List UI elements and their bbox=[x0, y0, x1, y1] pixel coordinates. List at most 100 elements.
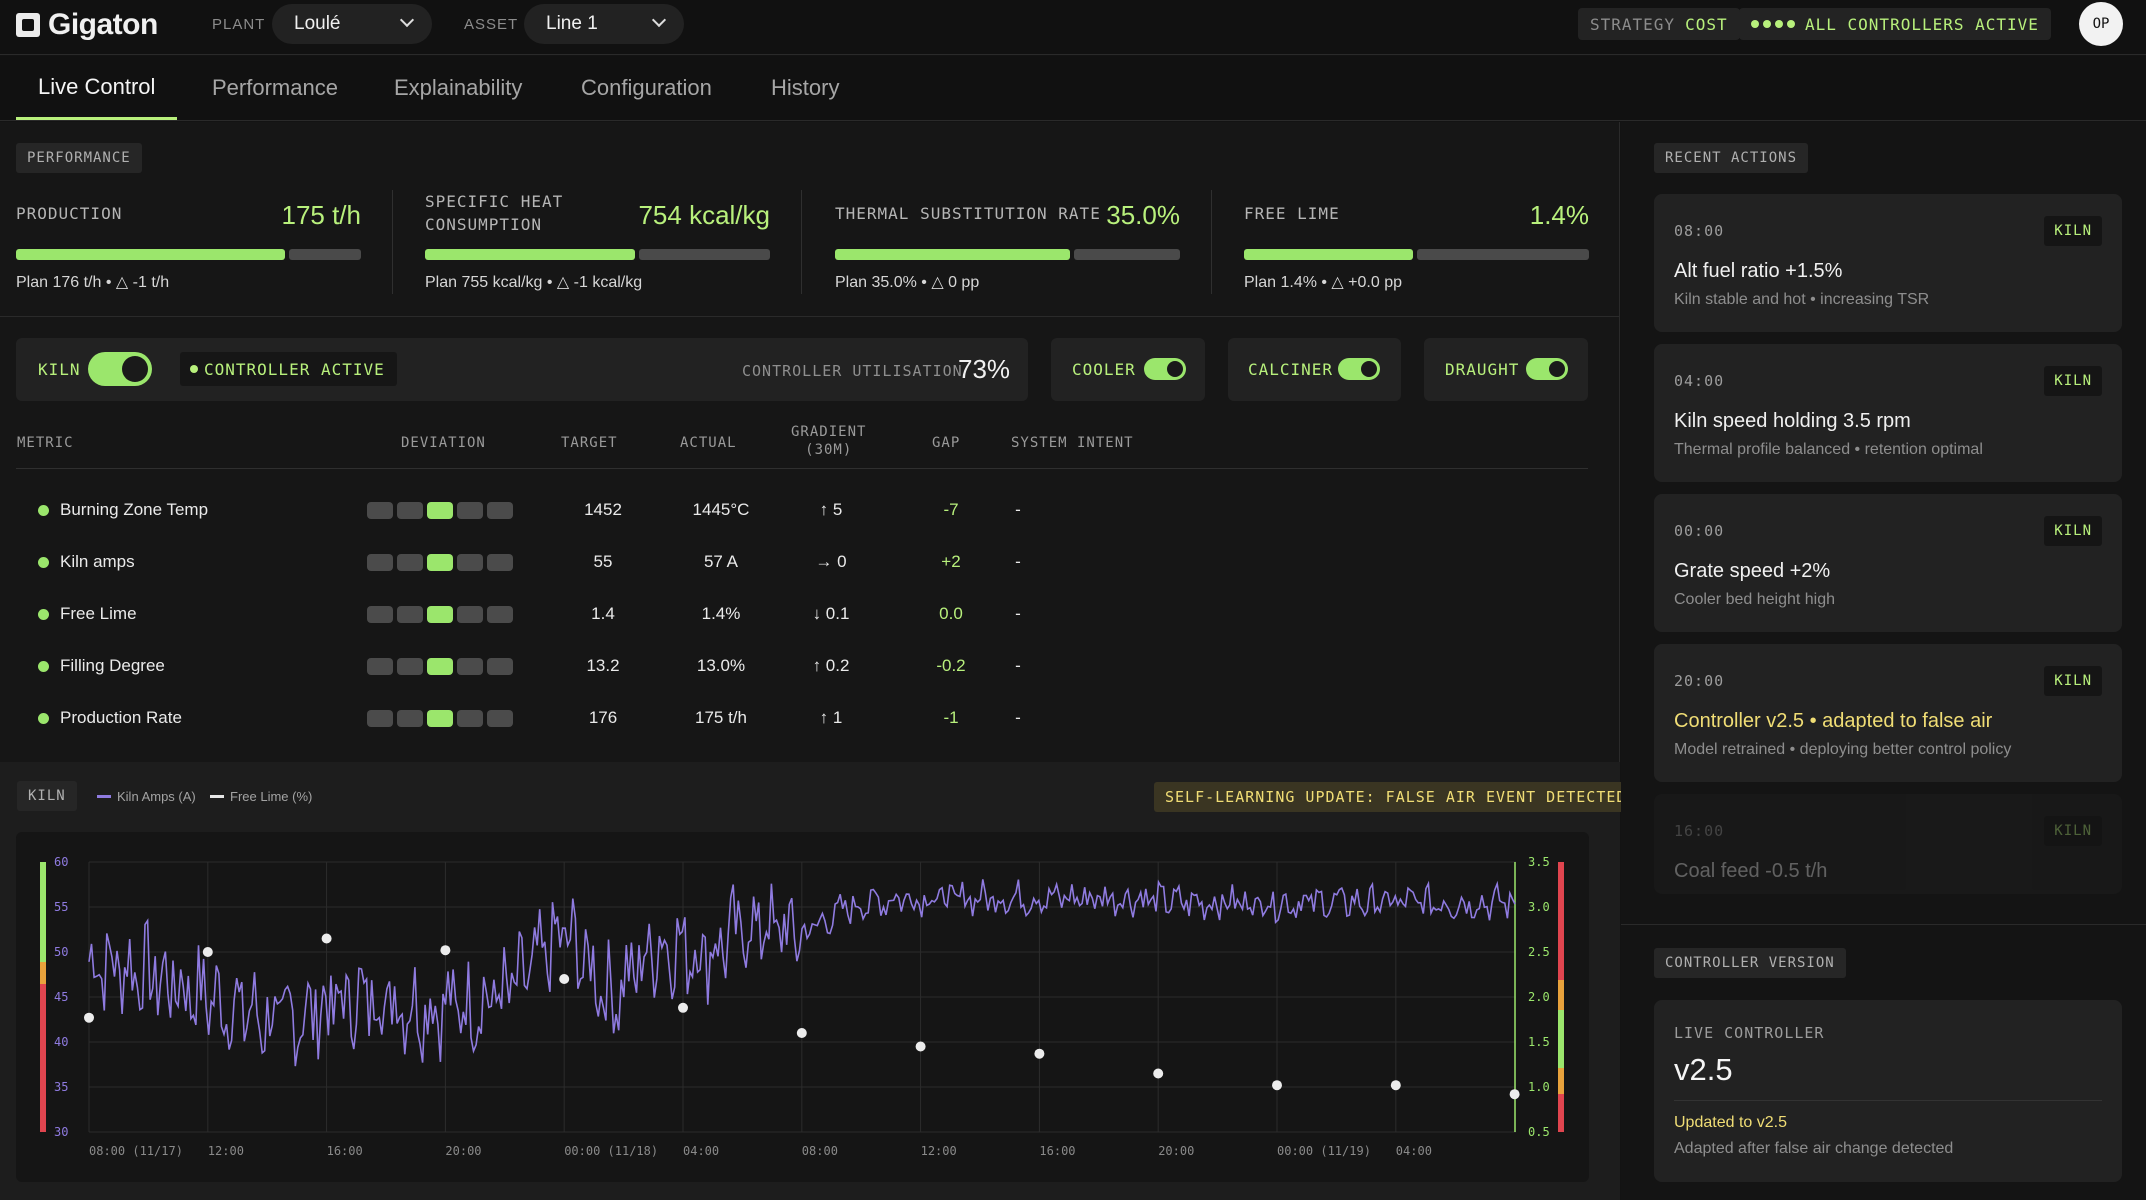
kiln-toggle[interactable] bbox=[88, 352, 152, 386]
x-tick-label: 00:00 (11/18) bbox=[564, 1144, 658, 1158]
draught-controller: DRAUGHT bbox=[1424, 338, 1588, 401]
kpi-progress-bar bbox=[16, 249, 361, 260]
y-tick-label-left: 50 bbox=[54, 945, 68, 959]
y-tick-label-left: 40 bbox=[54, 1035, 68, 1049]
x-tick-label: 12:00 bbox=[921, 1144, 957, 1158]
free-lime-point bbox=[1509, 1089, 1520, 1100]
status-dot-icon bbox=[38, 661, 49, 672]
kiln-amps-series bbox=[88, 879, 1516, 1067]
draught-toggle[interactable] bbox=[1526, 358, 1568, 380]
table-row[interactable]: Filling Degree 13.2 13.0% ↑ 0.2 -0.2 - bbox=[16, 640, 1588, 692]
chevron-down-icon bbox=[651, 12, 667, 28]
kpi-name: THERMAL SUBSTITUTION RATE bbox=[835, 204, 1101, 223]
y-tick-label-right: 1.5 bbox=[1528, 1035, 1550, 1049]
action-time: 20:00 bbox=[1674, 672, 1725, 690]
col-target: TARGET bbox=[561, 435, 618, 451]
top-bar: Gigaton PLANT Loulé ASSET Line 1 STRATEG… bbox=[0, 0, 2146, 55]
gap-value: -1 bbox=[943, 708, 959, 727]
col-actual: ACTUAL bbox=[680, 435, 737, 451]
target-value: 1452 bbox=[584, 500, 622, 519]
controller-version-value: v2.5 bbox=[1674, 1052, 1733, 1087]
deviation-indicator bbox=[367, 606, 513, 623]
action-time: 16:00 bbox=[1674, 822, 1725, 840]
action-tag: KILN bbox=[2044, 666, 2102, 696]
system-intent: - bbox=[1015, 552, 1021, 571]
strategy-pill[interactable]: STRATEGY COST bbox=[1578, 8, 1740, 40]
kpi-card: SPECIFIC HEAT CONSUMPTION 754 kcal/kg Plan… bbox=[425, 190, 770, 300]
gradient-value: ↑ 0.2 bbox=[812, 656, 850, 675]
asset-select[interactable]: Line 1 bbox=[524, 4, 684, 44]
x-tick-label: 16:00 bbox=[327, 1144, 363, 1158]
free-lime-point bbox=[321, 933, 332, 944]
x-tick-label: 12:00 bbox=[208, 1144, 244, 1158]
kpi-plan: Plan 35.0% • △ 0 pp bbox=[835, 274, 980, 291]
controllers-status-pill: ALL CONTROLLERS ACTIVE bbox=[1739, 8, 2051, 40]
brand-name: Gigaton bbox=[48, 8, 158, 41]
actual-value: 175 t/h bbox=[695, 708, 747, 727]
cooler-toggle[interactable] bbox=[1144, 358, 1186, 380]
target-value: 1.4 bbox=[591, 604, 615, 623]
range-band bbox=[1558, 980, 1564, 1010]
status-dot-icon bbox=[38, 609, 49, 620]
chart-kiln-tag: KILN bbox=[17, 781, 77, 811]
kpi-card: THERMAL SUBSTITUTION RATE 35.0% Plan 35.0%… bbox=[835, 190, 1180, 300]
col-gradient: GRADIENT (30M) bbox=[791, 424, 867, 458]
free-lime-point bbox=[202, 947, 213, 957]
y-tick-label-left: 30 bbox=[54, 1125, 68, 1139]
tab-performance[interactable]: Performance bbox=[212, 75, 338, 100]
legend-free-lime[interactable]: Free Lime (%) bbox=[210, 789, 312, 804]
col-deviation: DEVIATION bbox=[401, 435, 486, 451]
status-dot-icon bbox=[38, 505, 49, 516]
brand-logo[interactable]: Gigaton bbox=[16, 8, 158, 41]
action-tag: KILN bbox=[2044, 816, 2102, 846]
calciner-controller: CALCINER bbox=[1228, 338, 1401, 401]
table-row[interactable]: Production Rate 176 175 t/h ↑ 1 -1 - bbox=[16, 692, 1588, 744]
legend-kiln-amps[interactable]: Kiln Amps (A) bbox=[97, 789, 196, 804]
avatar[interactable]: OP bbox=[2079, 2, 2123, 46]
free-lime-point bbox=[678, 1002, 688, 1013]
table-row[interactable]: Free Lime 1.4 1.4% ↓ 0.1 0.0 - bbox=[16, 588, 1588, 640]
gap-value: -0.2 bbox=[936, 656, 966, 675]
x-tick-label: 16:00 bbox=[1039, 1144, 1075, 1158]
table-row[interactable]: Burning Zone Temp 1452 1445°C ↑ 5 -7 - bbox=[16, 484, 1588, 536]
asset-label: ASSET bbox=[464, 16, 519, 33]
action-card[interactable]: 04:00 KILN Kiln speed holding 3.5 rpm Therm… bbox=[1654, 344, 2122, 482]
tab-live-control[interactable]: Live Control bbox=[16, 56, 178, 120]
action-card[interactable]: 00:00 KILN Grate speed +2% Cooler bed heigh… bbox=[1654, 494, 2122, 632]
action-card[interactable]: 20:00 KILN Controller v2.5 • adapted to fa… bbox=[1654, 644, 2122, 782]
range-band bbox=[1558, 1010, 1564, 1068]
plant-select[interactable]: Loulé bbox=[272, 4, 432, 44]
y-tick-label-right: 2.0 bbox=[1528, 990, 1550, 1004]
divider bbox=[1621, 924, 2146, 925]
plant-value: Loulé bbox=[294, 13, 341, 34]
metric-name: Production Rate bbox=[60, 708, 182, 727]
tab-history[interactable]: History bbox=[771, 75, 840, 100]
system-intent: - bbox=[1015, 708, 1021, 727]
kpi-progress-bar bbox=[1244, 249, 1589, 260]
kiln-chart[interactable]: 08:00 (11/17) 12:00 16:00 20:00 00:00 (11/18… bbox=[16, 832, 1589, 1182]
legend-swatch bbox=[210, 795, 224, 798]
target-value: 55 bbox=[593, 552, 613, 571]
action-card[interactable]: 16:00 KILN Coal feed -0.5 t/h bbox=[1654, 794, 2122, 894]
update-title: Updated to v2.5 bbox=[1674, 1114, 1787, 1131]
gap-value: -7 bbox=[943, 500, 959, 519]
strategy-label: STRATEGY bbox=[1590, 14, 1676, 34]
action-tag: KILN bbox=[2044, 216, 2102, 246]
tab-explainability[interactable]: Explainability bbox=[394, 75, 523, 100]
free-lime-point bbox=[440, 945, 451, 956]
action-tag: KILN bbox=[2044, 516, 2102, 546]
action-tag: KILN bbox=[2044, 366, 2102, 396]
kpi-plan: Plan 1.4% • △ +0.0 pp bbox=[1244, 274, 1403, 291]
action-card[interactable]: 08:00 KILN Alt fuel ratio +1.5% Kiln stable… bbox=[1654, 194, 2122, 332]
tab-configuration[interactable]: Configuration bbox=[581, 75, 712, 100]
divider bbox=[801, 190, 802, 294]
status-dot-icon bbox=[38, 557, 49, 568]
utilisation-label: CONTROLLER UTILISATION bbox=[742, 362, 963, 380]
table-row[interactable]: Kiln amps 55 57 A → 0 +2 - bbox=[16, 536, 1588, 588]
plant-label: PLANT bbox=[212, 16, 266, 33]
x-tick-label: 04:00 bbox=[1396, 1144, 1432, 1158]
calciner-toggle[interactable] bbox=[1338, 358, 1380, 380]
kpi-plan: Plan 755 kcal/kg • △ -1 kcal/kg bbox=[425, 274, 643, 291]
target-value: 176 bbox=[588, 708, 618, 727]
free-lime-point bbox=[1272, 1080, 1282, 1091]
